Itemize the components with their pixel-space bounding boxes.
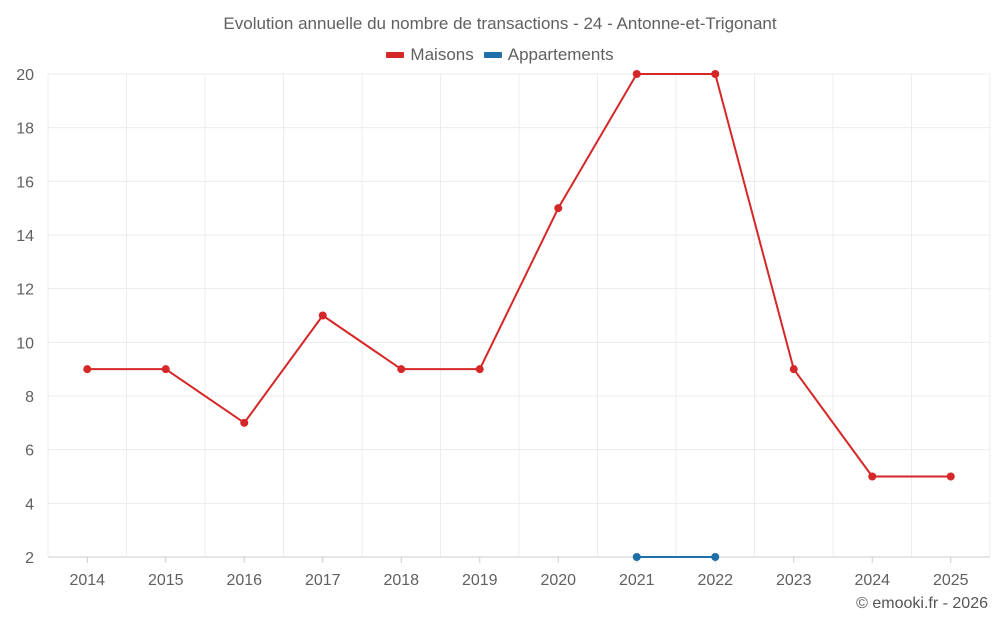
series-line-maisons: [87, 73, 951, 478]
data-point-maisons: [946, 472, 955, 481]
data-point-maisons: [789, 365, 798, 374]
legend-item-maisons[interactable]: Maisons: [386, 45, 474, 65]
legend-swatch-maisons: [386, 52, 405, 58]
chart-title: Evolution annuelle du nombre de transact…: [223, 14, 777, 33]
x-tick-label: 2024: [854, 572, 890, 589]
x-tick-label: 2023: [776, 572, 812, 589]
legend: Maisons Appartements: [0, 45, 1000, 65]
y-tick-label: 20: [16, 67, 34, 84]
y-tick-label: 4: [25, 496, 34, 513]
x-tick-label: 2015: [148, 572, 184, 589]
y-tick-label: 8: [25, 389, 34, 406]
x-tick-label: 2022: [697, 572, 733, 589]
x-tick-label: 2016: [226, 572, 262, 589]
x-tick-label: 2014: [69, 572, 105, 589]
data-point-maisons: [397, 365, 406, 374]
legend-label-appartements: Appartements: [507, 45, 614, 64]
y-tick-label: 18: [16, 121, 34, 138]
x-tick-label: 2019: [462, 572, 498, 589]
legend-item-appartements[interactable]: Appartements: [483, 45, 614, 65]
data-point-maisons: [868, 472, 877, 481]
data-point-maisons: [711, 70, 720, 78]
data-point-maisons: [83, 365, 92, 374]
data-point-maisons: [318, 311, 327, 320]
x-tick-label: 2017: [305, 572, 341, 589]
y-tick-label: 14: [16, 228, 34, 245]
y-tick-label: 16: [16, 174, 34, 191]
x-tick-label: 2018: [383, 572, 419, 589]
data-point-maisons: [161, 365, 170, 374]
data-point-maisons: [475, 365, 484, 374]
data-point-maisons: [632, 70, 641, 78]
x-tick-label: 2025: [933, 572, 969, 589]
x-tick-label: 2020: [540, 572, 576, 589]
x-tick-label: 2021: [619, 572, 655, 589]
y-tick-label: 10: [16, 335, 34, 352]
data-point-maisons: [240, 418, 249, 427]
credit-text: © emooki.fr - 2026: [856, 595, 988, 612]
data-point-appartements: [711, 553, 720, 561]
y-tick-label: 6: [25, 443, 34, 460]
data-point-appartements: [632, 553, 641, 561]
legend-label-maisons: Maisons: [410, 45, 474, 64]
y-tick-label: 2: [25, 550, 34, 567]
data-point-maisons: [554, 204, 563, 213]
legend-swatch-appartements: [483, 52, 502, 58]
y-tick-label: 12: [16, 282, 34, 299]
